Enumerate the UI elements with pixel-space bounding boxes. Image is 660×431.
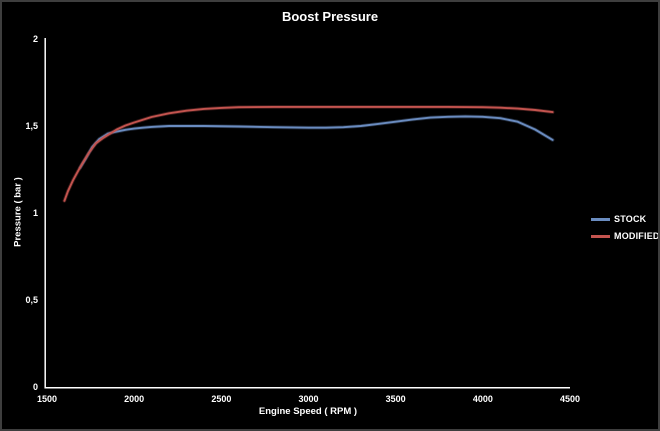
y-tick-label: 2 (32, 34, 38, 44)
legend-label-modified: MODIFIED (614, 231, 660, 241)
modified-line-swatch (591, 234, 610, 238)
x-axis-title: Engine Speed ( RPM ) (258, 406, 358, 417)
x-tick-label: 2500 (211, 394, 232, 404)
axis-lines (44, 38, 570, 389)
y-tick-label: 1,5 (25, 121, 38, 131)
x-tick-label: 3500 (385, 394, 406, 404)
x-tick-label: 1500 (36, 394, 58, 404)
series-line-stock-glow (78, 114, 555, 170)
legend-label-stock: STOCK (614, 214, 647, 224)
y-tick-label: 0,5 (25, 295, 38, 305)
y-tick-label: 0 (32, 382, 38, 392)
x-tick-label: 4500 (559, 394, 581, 404)
x-tick-label: 4000 (472, 394, 493, 404)
legend-item-modified: MODIFIED (591, 231, 660, 241)
y-axis-tick-labels: 0 0,5 1 1,5 2 (2, 2, 38, 429)
legend-item-stock: STOCK (591, 214, 658, 224)
chart-title: Boost Pressure (281, 9, 379, 24)
x-tick-label: 2000 (124, 394, 145, 404)
y-tick-label: 1 (32, 208, 38, 218)
series-line-modified (63, 105, 554, 202)
legend: STOCK MODIFIED (591, 214, 660, 248)
series-line-stock (79, 115, 554, 169)
stock-line-swatch (591, 217, 610, 221)
x-tick-label: 3000 (298, 394, 319, 404)
y-axis-title: Pressure ( bar ) (12, 177, 24, 247)
x-axis-tick-labels: 1500 2000 2500 3000 3500 4000 4500 (2, 394, 658, 406)
